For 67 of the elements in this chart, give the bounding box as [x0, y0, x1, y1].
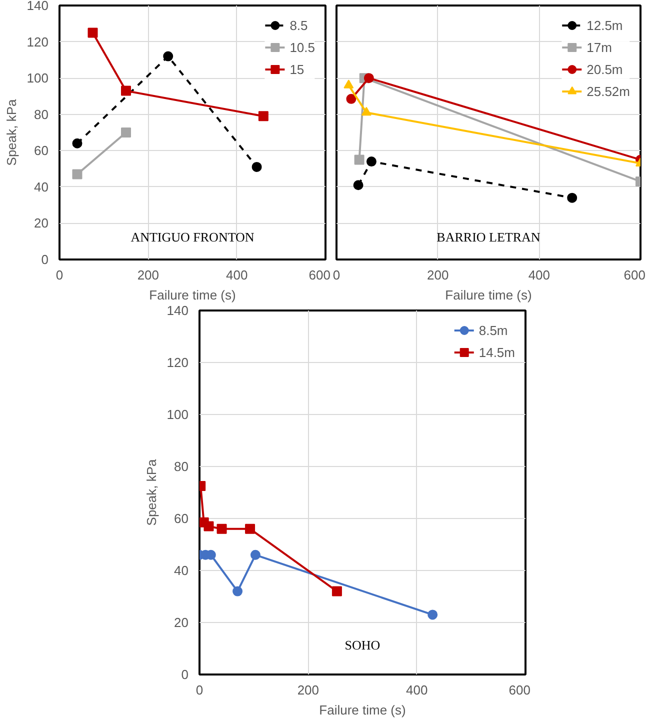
- point: [72, 138, 82, 148]
- x-tick-label: 400: [226, 268, 248, 282]
- x-tick-label: 0: [196, 682, 204, 698]
- x-tick-label: 400: [528, 268, 550, 282]
- y-tick-label: 0: [41, 252, 49, 267]
- point: [258, 111, 268, 122]
- y-tick-label: 100: [26, 70, 49, 86]
- point: [121, 86, 131, 96]
- legend-label: 12.5m: [586, 18, 623, 32]
- legend-label: 25.52m: [586, 84, 630, 98]
- y-tick-label: 120: [26, 34, 49, 50]
- x-tick-label: 200: [426, 268, 449, 282]
- point: [353, 180, 364, 190]
- point: [72, 169, 82, 180]
- x-tick-label: 0: [332, 268, 340, 282]
- x-axis-title: Failure time (s): [149, 288, 236, 302]
- y-tick-label: 60: [174, 511, 189, 526]
- point: [250, 550, 260, 560]
- legend-label: 8.5: [290, 18, 309, 32]
- legend-label: 15: [290, 62, 306, 76]
- y-tick-label: 60: [34, 143, 49, 158]
- y-tick-label: 20: [34, 216, 49, 231]
- annotation: BARRIO LETRAN: [436, 229, 541, 244]
- y-tick-label: 40: [34, 179, 49, 194]
- point: [366, 156, 376, 167]
- y-tick-label: 80: [34, 106, 49, 122]
- point: [245, 524, 256, 534]
- y-tick-label: 140: [26, 0, 49, 13]
- legend-label: 17m: [586, 40, 612, 54]
- legend-label: 8.5m: [478, 322, 508, 338]
- point: [354, 154, 364, 165]
- x-tick-label: 200: [137, 268, 160, 282]
- y-axis-title: Speak, kPa: [144, 458, 159, 526]
- point: [121, 128, 131, 138]
- y-tick-label: 20: [174, 615, 189, 630]
- x-axis-title: Failure time (s): [319, 702, 406, 718]
- y-axis-title: Speak, kPa: [4, 98, 19, 166]
- x-tick-label: 600: [508, 682, 531, 698]
- point: [252, 162, 262, 172]
- x-tick-label: 600: [308, 268, 331, 282]
- point: [163, 51, 174, 62]
- x-tick-label: 0: [56, 268, 64, 282]
- x-tick-label: 600: [624, 268, 646, 282]
- legend-label: 10.5: [290, 40, 315, 54]
- point: [232, 586, 243, 596]
- x-tick-label: 200: [297, 682, 320, 698]
- x-tick-label: 400: [406, 682, 428, 698]
- y-tick-label: 140: [166, 303, 189, 318]
- point: [428, 610, 438, 620]
- point: [216, 524, 227, 534]
- point: [332, 586, 342, 596]
- legend-label: 20.5m: [586, 62, 623, 76]
- y-tick-label: 0: [181, 667, 189, 682]
- y-tick-label: 80: [174, 459, 189, 474]
- point: [361, 106, 372, 116]
- y-tick-label: 120: [166, 355, 189, 370]
- legend-label: 14.5m: [478, 344, 515, 360]
- annotation: ANTIGUO FRONTON: [130, 229, 255, 244]
- annotation: SOHO: [344, 638, 380, 653]
- y-tick-label: 40: [174, 563, 189, 578]
- point: [204, 521, 214, 532]
- point: [364, 73, 374, 84]
- point: [346, 94, 356, 104]
- x-axis-title: Failure time (s): [445, 288, 532, 302]
- y-tick-label: 100: [166, 407, 189, 422]
- point: [88, 28, 98, 38]
- point: [344, 80, 354, 88]
